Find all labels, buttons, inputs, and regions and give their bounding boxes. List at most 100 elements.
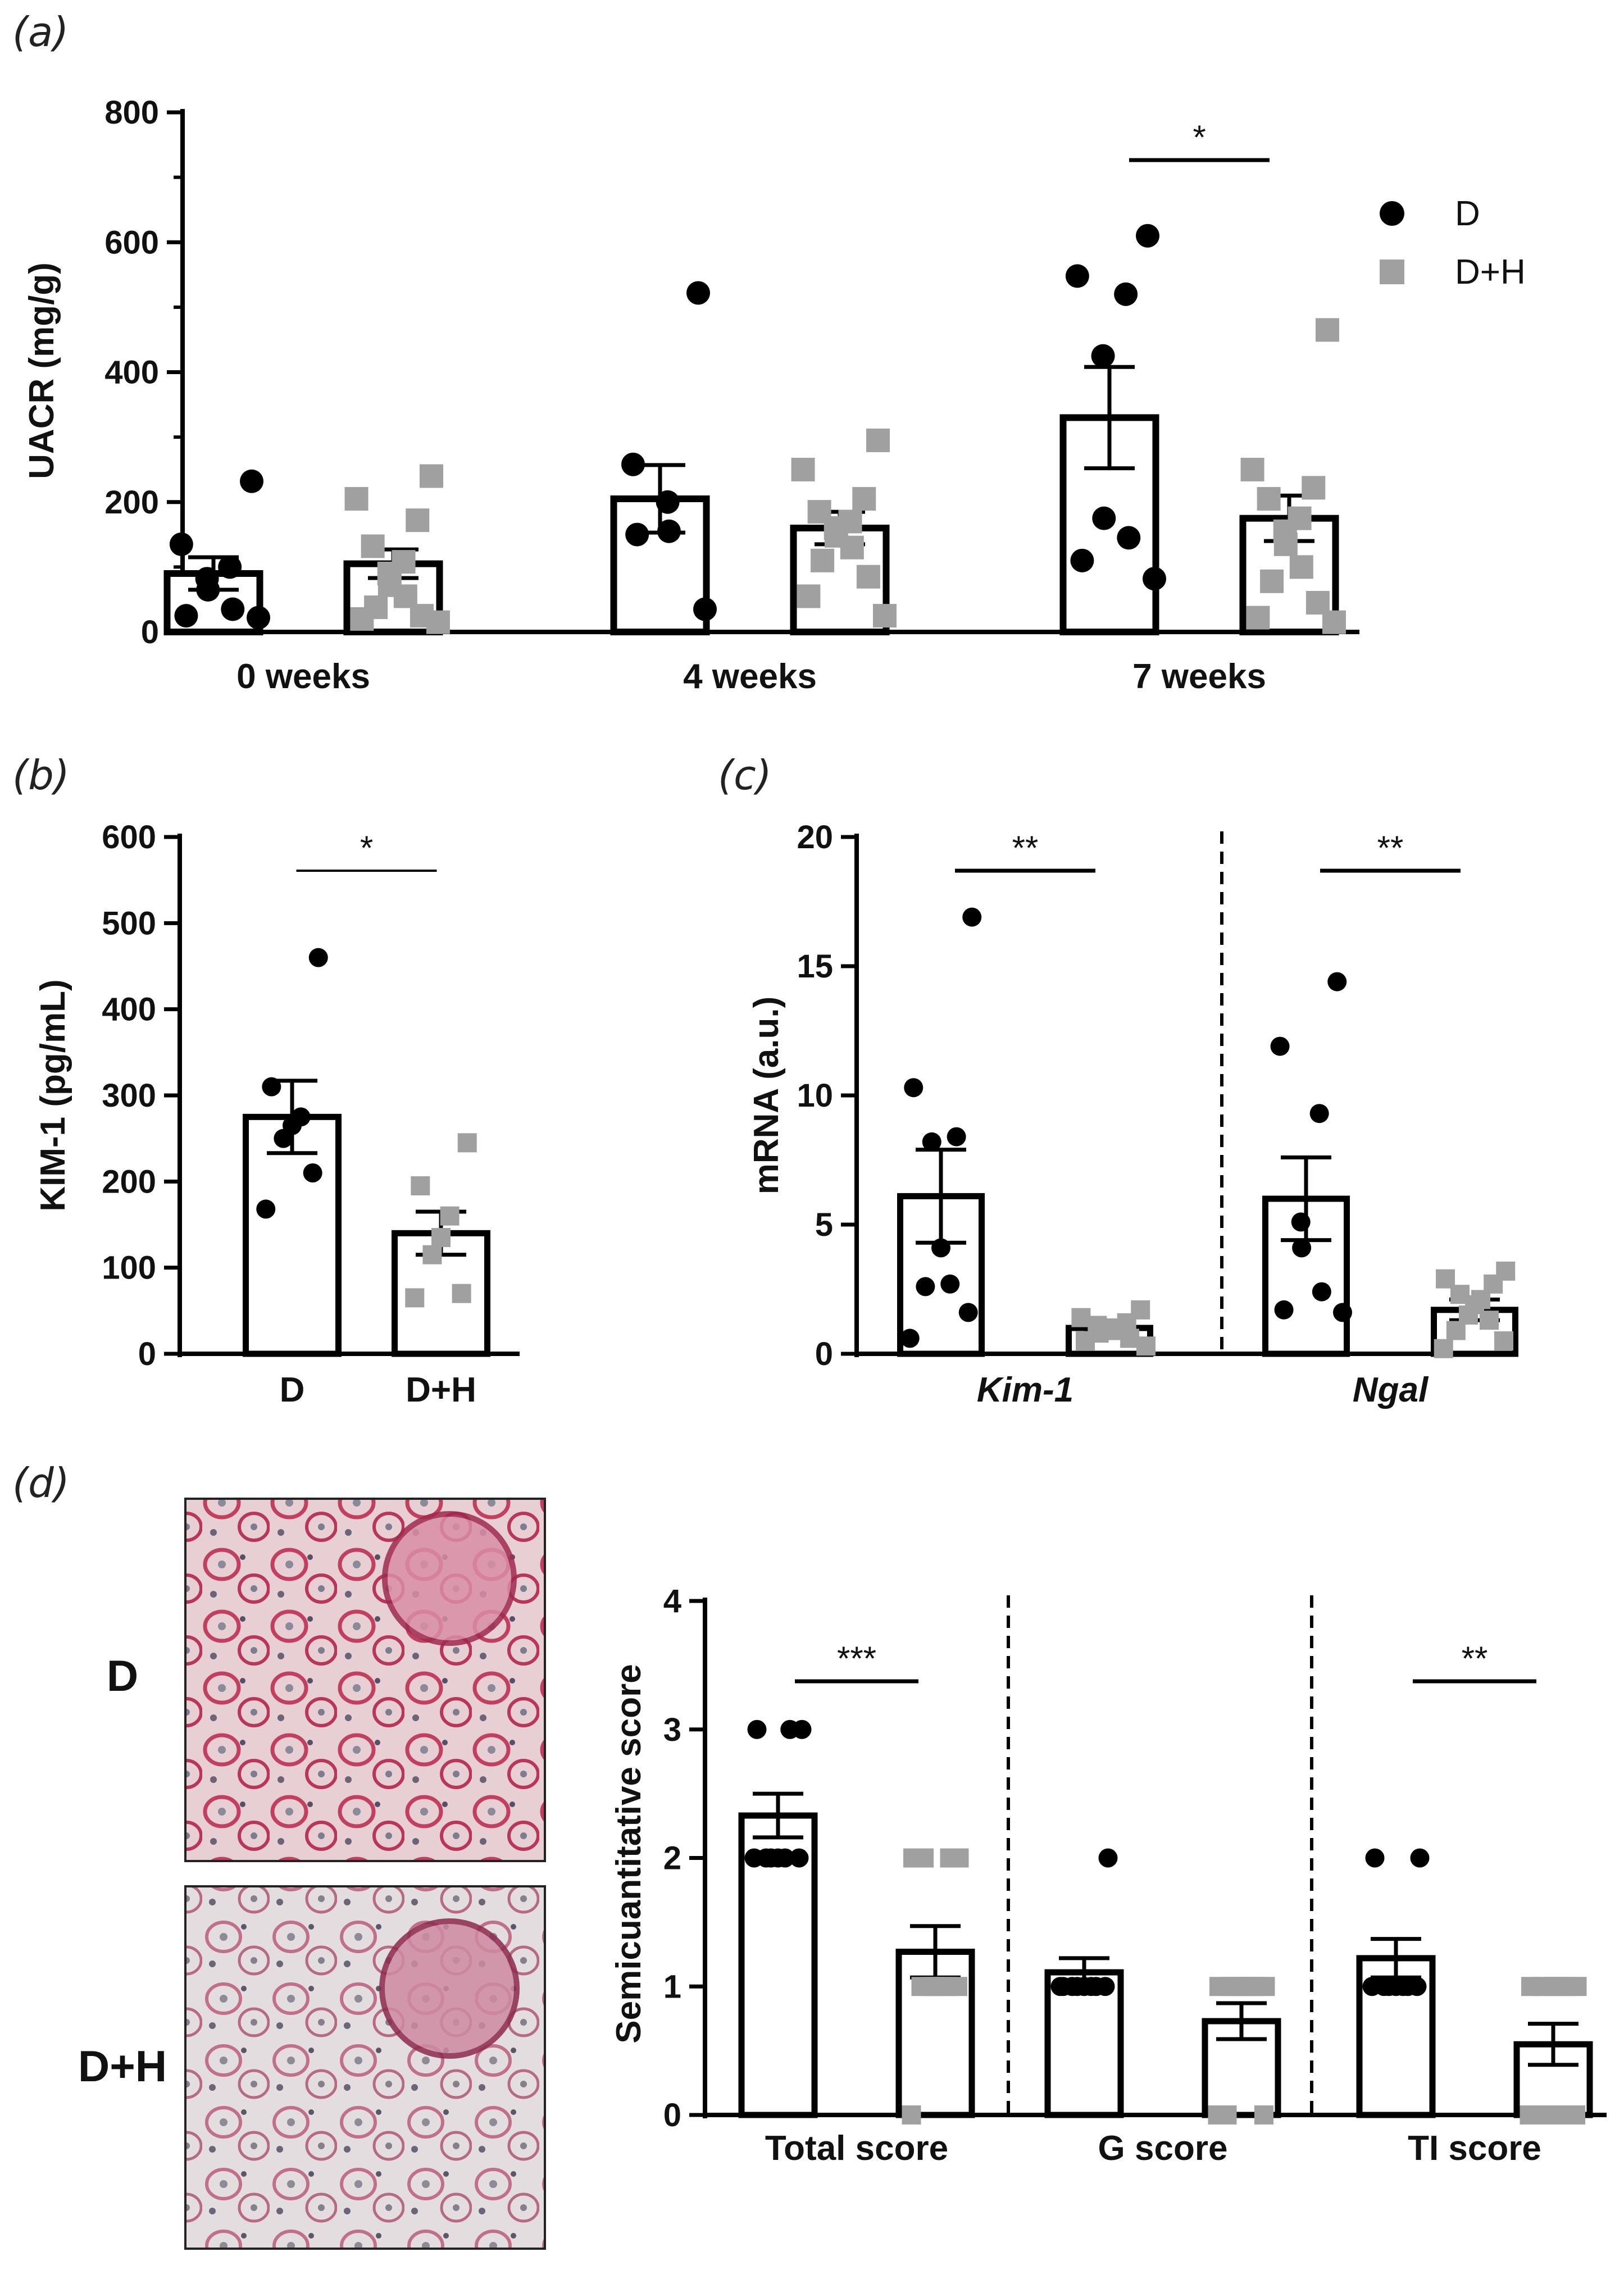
panel-label-c: (c) [718,752,772,799]
data-point-dh [440,1206,460,1226]
y-axis-title: Semicuantitative score [609,1664,648,2043]
data-point-d [247,606,270,630]
y-tick-label: 10 [797,1077,833,1114]
data-point-d [958,1303,978,1322]
data-point-d [686,281,710,305]
data-point-dh [405,1288,425,1308]
legend: D D+H [1380,194,1526,292]
data-point-d [196,577,220,602]
data-point-d [1274,1300,1294,1320]
data-point-d [780,1719,800,1739]
significance-marker: ** [1462,1640,1488,1677]
mrna-chart: 0 5 10 15 20 mRNA (a.u.) Kim-1 Ngal ** ** [747,819,1518,1409]
data-point-d [1312,1282,1331,1302]
data-point-d [1333,1303,1352,1322]
data-point-dh [1208,2105,1227,2125]
data-point-d [789,1848,809,1868]
data-point-dh [1240,457,1264,481]
data-point-d [656,490,680,514]
data-point-d [174,604,198,628]
data-point-dh [940,1848,959,1868]
y-tick-label: 800 [104,94,159,131]
data-point-d [1407,1977,1427,1996]
y-tick-label: 600 [102,819,156,856]
data-point-d [922,1132,941,1152]
bar-d [1044,1969,1124,2118]
x-category-label: Kim-1 [977,1371,1073,1409]
x-category-label: 0 weeks [236,657,370,696]
glomerulus-dh [379,1918,520,2059]
glomerulus-d [382,1511,517,1646]
data-point-d [256,1199,276,1219]
data-point-dh [1544,1977,1563,1996]
x-category-label: 4 weeks [683,657,817,696]
data-point-dh [1246,606,1270,630]
data-point-dh [431,1228,451,1247]
legend-label-d: D [1455,194,1480,233]
y-tick-label: 0 [141,614,159,650]
data-point-dh [406,508,430,533]
data-point-d [1092,506,1116,530]
y-tick-label: 20 [797,819,833,856]
data-point-dh [856,565,880,589]
data-point-dh [1289,555,1313,579]
data-point-d [904,1078,924,1098]
data-point-dh [948,1977,967,1996]
data-point-d [657,519,681,543]
panel-label-d: (d) [12,1459,70,1507]
y-tick-label: 0 [815,1336,833,1372]
data-point-dh [1254,2105,1273,2125]
data-point-d [274,1129,293,1148]
data-point-dh [350,607,374,631]
data-point-dh [840,535,864,559]
data-point-dh [344,486,369,511]
legend-label-dh: D+H [1455,253,1526,292]
data-point-d [1117,526,1141,550]
data-point-dh [811,548,835,572]
legend-marker-dh [1380,260,1404,284]
data-point-dh [797,584,821,608]
histology-label-dh: D+H [78,2041,167,2091]
data-point-d [931,1238,950,1258]
data-point-dh [1243,1977,1262,1996]
data-point-d [621,452,645,476]
y-tick-label: 600 [104,224,159,261]
significance-marker: *** [837,1640,876,1677]
data-point-d [1065,264,1089,288]
y-tick-label: 15 [797,948,833,985]
y-tick-label: 0 [663,2097,681,2133]
significance-marker: ** [1377,829,1404,867]
data-point-d [221,597,245,621]
y-axis-title: UACR (mg/g) [22,262,61,479]
data-point-dh [1227,1977,1247,1996]
data-point-dh [1076,1331,1095,1350]
data-point-dh [915,1848,934,1868]
data-point-d [240,469,263,493]
data-point-dh [361,534,385,558]
data-point-d [1081,1977,1101,1996]
data-point-d [218,555,242,579]
histology-label-d: D [107,1651,138,1700]
data-point-d [962,907,982,927]
data-point-d [1291,1212,1311,1232]
y-tick-label: 200 [102,1163,156,1200]
data-point-dh [1273,532,1298,556]
data-point-dh [873,604,897,628]
significance-marker: ** [1012,829,1039,867]
x-category-label: Ngal [1353,1371,1429,1409]
data-point-dh [420,464,443,488]
data-point-dh [866,428,890,452]
y-tick-label: 400 [104,354,159,391]
panel-label-a: (a) [12,8,69,56]
data-point-d [916,1277,935,1297]
data-point-dh [1480,1311,1499,1330]
data-point-dh [426,610,450,634]
y-tick-label: 300 [102,1077,156,1114]
semiquantitative-score-chart: 0 1 2 3 4 Semicuantitative score Total score G … [609,1583,1607,2168]
data-point-d [1070,548,1094,572]
data-point-d [1270,1036,1290,1056]
data-point-d [747,1719,767,1739]
data-point-d [744,1848,764,1868]
data-point-d [303,1163,322,1182]
data-point-d [1091,344,1115,368]
